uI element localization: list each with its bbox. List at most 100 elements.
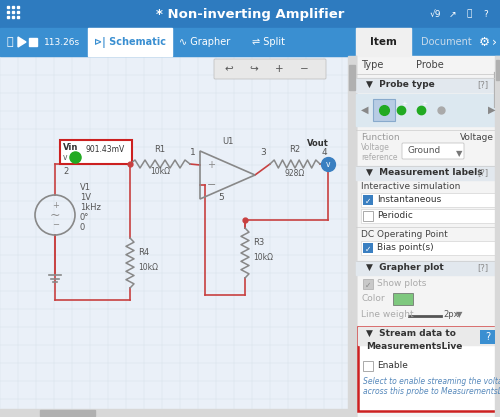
Text: * Non-inverting Amplifier: * Non-inverting Amplifier — [156, 8, 344, 20]
Text: ⚙: ⚙ — [478, 35, 490, 48]
Text: 0: 0 — [80, 223, 85, 232]
Text: ~: ~ — [50, 208, 60, 221]
Bar — [363, 195, 373, 205]
Text: 10kΩ: 10kΩ — [253, 253, 273, 262]
Bar — [363, 211, 373, 221]
Text: 3: 3 — [260, 148, 266, 157]
Bar — [363, 243, 373, 253]
Text: ◀: ◀ — [361, 105, 368, 115]
Bar — [358, 327, 496, 345]
Text: Bias point(s): Bias point(s) — [377, 243, 434, 252]
Text: Item: Item — [370, 37, 396, 47]
Bar — [0, 0, 500, 28]
Text: Color: Color — [361, 294, 384, 303]
Text: Line weight: Line weight — [361, 310, 414, 319]
Bar — [349, 65, 355, 90]
Bar — [356, 28, 411, 56]
Text: +: + — [401, 101, 407, 107]
Bar — [361, 209, 500, 223]
Text: 0°: 0° — [80, 213, 90, 222]
Text: ↗: ↗ — [448, 10, 456, 18]
Bar — [373, 99, 395, 121]
Text: Ground: Ground — [407, 146, 440, 155]
Text: v: v — [63, 153, 68, 162]
Text: 1V: 1V — [80, 193, 91, 202]
Text: R3: R3 — [253, 238, 264, 247]
Text: +: + — [274, 64, 283, 74]
Bar — [363, 279, 373, 289]
Text: −: − — [300, 64, 308, 74]
Bar — [60, 140, 132, 164]
Bar — [393, 293, 413, 305]
Bar — [361, 241, 500, 255]
Text: +: + — [421, 101, 427, 107]
Text: Select to enable streaming the voltage
across this probe to MeasurementsLive.: Select to enable streaming the voltage a… — [363, 377, 500, 397]
Text: ⊳| Schematic: ⊳| Schematic — [94, 37, 166, 48]
Text: ▼  Probe type: ▼ Probe type — [366, 80, 435, 89]
Text: ✓: ✓ — [365, 281, 372, 289]
Text: Show plots: Show plots — [377, 279, 426, 288]
Bar — [480, 330, 495, 344]
Text: Vin: Vin — [63, 143, 78, 152]
Text: DC Operating Point: DC Operating Point — [361, 230, 448, 239]
Text: ▼  Stream data to: ▼ Stream data to — [366, 329, 456, 338]
Text: Periodic: Periodic — [377, 211, 413, 220]
Text: ▼  Grapher plot: ▼ Grapher plot — [366, 263, 444, 272]
Text: 10kΩ: 10kΩ — [150, 167, 170, 176]
Text: ↩: ↩ — [224, 64, 234, 74]
Text: [?]: [?] — [477, 263, 488, 272]
Text: MeasurementsLive: MeasurementsLive — [366, 342, 462, 351]
Bar — [363, 361, 373, 371]
Text: 1: 1 — [190, 148, 196, 157]
Bar — [356, 78, 500, 92]
Bar — [356, 261, 500, 275]
FancyBboxPatch shape — [402, 143, 464, 159]
Text: 928Ω: 928Ω — [285, 169, 305, 178]
Text: Document: Document — [420, 37, 472, 47]
Text: ?: ? — [486, 332, 490, 342]
Bar — [356, 94, 500, 126]
Text: 2px: 2px — [443, 310, 458, 319]
Text: ↪: ↪ — [250, 64, 258, 74]
Text: ∿ Grapher: ∿ Grapher — [180, 37, 230, 47]
Text: [?]: [?] — [477, 80, 488, 89]
Bar — [356, 166, 500, 180]
Text: R4: R4 — [138, 248, 149, 257]
Text: Voltage: Voltage — [460, 133, 494, 142]
Text: Enable: Enable — [377, 361, 408, 370]
Text: R1: R1 — [154, 145, 166, 154]
Text: Voltage
reference: Voltage reference — [361, 143, 398, 162]
Text: 5: 5 — [218, 193, 224, 202]
Bar — [356, 56, 500, 417]
Text: R2: R2 — [290, 145, 300, 154]
Text: Function: Function — [361, 133, 400, 142]
Text: Type: Type — [361, 60, 384, 70]
Text: Probe: Probe — [416, 60, 444, 70]
Bar — [348, 56, 356, 417]
Text: +: + — [52, 201, 60, 209]
Text: ⓘ: ⓘ — [6, 37, 14, 47]
Text: ✓: ✓ — [365, 196, 372, 206]
Text: ⬜: ⬜ — [466, 10, 471, 18]
Text: Instantaneous: Instantaneous — [377, 195, 442, 204]
Text: v: v — [326, 159, 330, 168]
Text: ▼: ▼ — [456, 311, 462, 319]
Text: ✓: ✓ — [365, 244, 372, 254]
Text: [?]: [?] — [477, 168, 488, 177]
Bar — [29, 38, 37, 46]
Text: −: − — [52, 221, 60, 229]
Bar — [88, 28, 172, 56]
Text: 901.43mV: 901.43mV — [85, 145, 124, 154]
Bar — [0, 409, 356, 417]
Bar — [0, 28, 500, 56]
Bar — [361, 193, 500, 207]
Text: ▼  Measurement labels: ▼ Measurement labels — [366, 168, 482, 177]
Text: 10kΩ: 10kΩ — [138, 263, 158, 272]
Text: +: + — [207, 160, 215, 170]
Text: U1: U1 — [222, 137, 233, 146]
Text: −: − — [207, 180, 216, 190]
Text: ▼: ▼ — [456, 150, 462, 158]
Text: V1: V1 — [80, 183, 91, 192]
Bar — [40, 410, 95, 416]
Bar — [358, 327, 496, 411]
